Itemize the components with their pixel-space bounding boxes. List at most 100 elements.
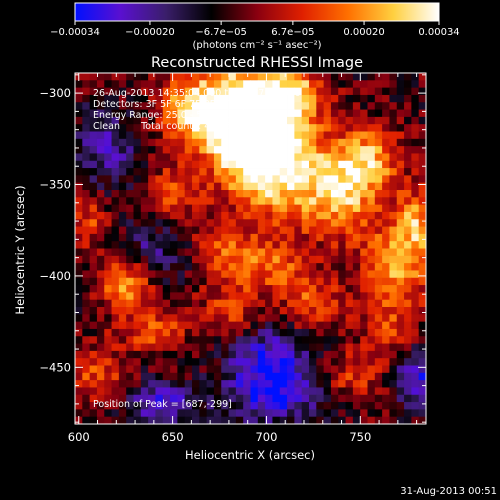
heatmap-cell <box>389 153 398 162</box>
heatmap-cell <box>411 328 420 337</box>
heatmap-cell <box>111 233 120 242</box>
heatmap-cell <box>374 211 383 220</box>
heatmap-cell <box>199 328 208 337</box>
heatmap-cell <box>396 314 405 323</box>
heatmap-cell <box>170 102 178 110</box>
heatmap-cell <box>235 380 244 388</box>
heatmap-cell <box>257 263 266 271</box>
heatmap-cell <box>75 211 83 220</box>
heatmap-cell <box>265 292 273 301</box>
heatmap-cell <box>235 109 244 118</box>
heatmap-cell <box>250 131 259 140</box>
heatmap-cell <box>265 87 273 96</box>
heatmap-cell <box>323 270 332 279</box>
heatmap-cell <box>199 263 208 271</box>
heatmap-cell <box>352 146 361 154</box>
heatmap-cell <box>192 153 200 162</box>
heatmap-cell <box>206 292 215 301</box>
heatmap-cell <box>294 270 303 279</box>
heatmap-cell <box>309 343 317 352</box>
heatmap-cell <box>111 394 120 403</box>
heatmap-cell <box>301 328 310 337</box>
heatmap-cell <box>360 365 368 374</box>
heatmap-cell <box>279 365 288 374</box>
heatmap-cell <box>148 204 156 213</box>
heatmap-cell <box>309 160 317 169</box>
heatmap-cell <box>221 292 229 301</box>
heatmap-cell <box>192 204 200 213</box>
heatmap-cell <box>133 211 142 220</box>
heatmap-cell <box>272 131 281 140</box>
heatmap-cell <box>75 380 83 388</box>
heatmap-cell <box>294 153 303 162</box>
heatmap-cell <box>360 285 368 293</box>
heatmap-cell <box>162 116 171 125</box>
heatmap-cell <box>96 314 105 323</box>
heatmap-cell <box>257 102 266 110</box>
heatmap-cell <box>374 116 383 125</box>
heatmap-cell <box>82 343 91 352</box>
heatmap-cell <box>338 138 346 147</box>
heatmap-cell <box>155 153 164 162</box>
heatmap-cell <box>111 416 120 425</box>
heatmap-cell <box>396 394 405 403</box>
heatmap-cell <box>148 365 156 374</box>
heatmap-cell <box>177 321 186 330</box>
heatmap-cell <box>323 204 332 213</box>
heatmap-cell <box>89 299 98 308</box>
heatmap-cell <box>221 277 229 286</box>
heatmap-cell <box>104 277 112 286</box>
heatmap-cell <box>316 402 325 410</box>
heatmap-cell <box>374 270 383 279</box>
heatmap-cell <box>118 233 127 242</box>
heatmap-cell <box>279 102 288 110</box>
heatmap-cell <box>177 409 186 418</box>
heatmap-cell <box>118 314 127 323</box>
heatmap-cell <box>162 80 171 89</box>
heatmap-cell <box>192 241 200 249</box>
heatmap-cell <box>140 124 149 132</box>
heatmap-cell <box>250 387 259 396</box>
heatmap-cell <box>89 416 98 425</box>
heatmap-cell <box>418 328 427 337</box>
heatmap-cell <box>279 358 288 366</box>
heatmap-cell <box>243 350 251 359</box>
heatmap-cell <box>213 277 222 286</box>
heatmap-cell <box>382 124 390 132</box>
heatmap-cell <box>294 402 303 410</box>
footer-timestamp: 31-Aug-2013 00:51 <box>400 486 497 497</box>
heatmap-cell <box>250 350 259 359</box>
heatmap-cell <box>279 182 288 191</box>
heatmap-cell <box>323 307 332 315</box>
heatmap-cell <box>192 255 200 264</box>
heatmap-cell <box>177 343 186 352</box>
heatmap-cell <box>411 416 420 425</box>
heatmap-cell <box>279 299 288 308</box>
heatmap-cell <box>338 204 346 213</box>
heatmap-cell <box>213 226 222 235</box>
heatmap-cell <box>133 409 142 418</box>
heatmap-cell <box>89 233 98 242</box>
heatmap-cell <box>221 102 229 110</box>
heatmap-cell <box>96 116 105 125</box>
heatmap-cell <box>250 182 259 191</box>
heatmap-cell <box>272 160 281 169</box>
heatmap-cell <box>367 292 376 301</box>
heatmap-cell <box>360 219 368 227</box>
heatmap-cell <box>170 124 178 132</box>
heatmap-cell <box>396 190 405 198</box>
heatmap-cell <box>184 233 193 242</box>
heatmap-cell <box>352 190 361 198</box>
heatmap-cell <box>162 211 171 220</box>
heatmap-cell <box>148 270 156 279</box>
heatmap-cell <box>148 248 156 257</box>
heatmap-cell <box>155 328 164 337</box>
heatmap-cell <box>338 365 346 374</box>
heatmap-cell <box>111 182 120 191</box>
heatmap-cell <box>192 124 200 132</box>
heatmap-cell <box>243 219 251 227</box>
heatmap-cell <box>367 131 376 140</box>
colorbar-tick-label: 0.00020 <box>343 27 384 38</box>
heatmap-cell <box>111 285 120 293</box>
heatmap-cell <box>316 109 325 118</box>
